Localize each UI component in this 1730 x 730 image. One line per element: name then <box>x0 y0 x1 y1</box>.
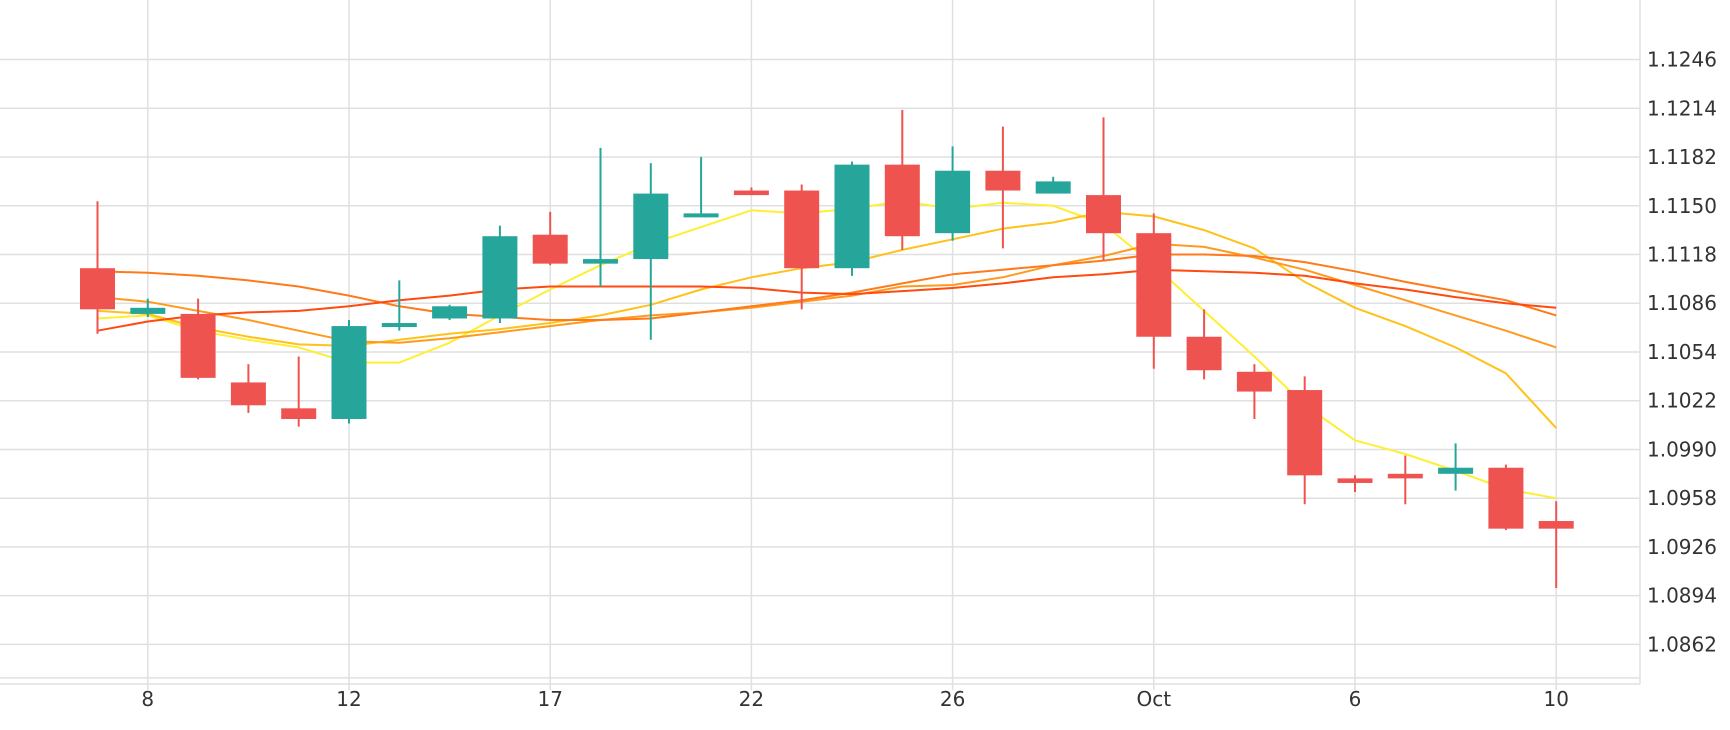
y-tick-label: 1.1086 <box>1647 291 1717 315</box>
candle <box>532 211 568 266</box>
candle-body <box>834 164 870 269</box>
candle-body <box>482 236 518 319</box>
y-tick-label: 1.1054 <box>1647 340 1717 364</box>
candle-body <box>633 193 669 260</box>
moving-average-line <box>97 253 1557 321</box>
y-tick-label: 1.1246 <box>1647 48 1717 72</box>
x-tick-label: Oct <box>1137 687 1172 711</box>
candle <box>583 147 618 287</box>
x-axis-ticks: 8 12 17 22 26 Oct 6 10 <box>141 684 1569 711</box>
candle <box>281 356 317 427</box>
candle <box>1236 364 1272 419</box>
candle <box>1337 475 1373 493</box>
candle <box>784 184 820 310</box>
y-tick-label: 1.1118 <box>1647 243 1717 267</box>
candle <box>834 161 870 276</box>
candle-body <box>1438 467 1474 474</box>
moving-average-line <box>97 200 1557 500</box>
candle <box>180 298 216 380</box>
candle-body <box>1538 521 1574 529</box>
moving-average-line <box>97 268 1557 332</box>
candle <box>1538 501 1574 589</box>
candle <box>733 187 769 196</box>
grid-lines <box>0 0 1641 685</box>
y-tick-label: 1.1182 <box>1647 145 1717 169</box>
candle-body <box>1035 181 1071 194</box>
candle-body <box>130 307 166 314</box>
y-tick-label: 1.0926 <box>1647 535 1717 559</box>
candle <box>985 126 1021 249</box>
x-tick-label: 6 <box>1349 687 1362 711</box>
candle-body <box>230 382 266 406</box>
candle-body <box>1287 390 1323 476</box>
x-tick-label: 26 <box>940 687 965 711</box>
x-tick-label: 8 <box>141 687 154 711</box>
candle <box>482 225 518 324</box>
candle-body <box>1236 371 1272 392</box>
y-axis-ticks: 1.1246 1.1214 1.1182 1.1150 1.1118 1.1086 1.10… <box>1647 48 1717 657</box>
candle-body <box>432 306 468 319</box>
x-tick-label: 12 <box>336 687 361 711</box>
y-tick-label: 1.0958 <box>1647 486 1717 510</box>
candle-body <box>80 268 115 310</box>
candle-body <box>532 234 568 264</box>
candle <box>935 146 971 241</box>
candle-body <box>1086 195 1121 234</box>
candle-body <box>381 323 417 328</box>
candle <box>683 157 719 218</box>
y-tick-label: 1.0990 <box>1647 437 1717 461</box>
candle <box>1387 455 1423 505</box>
candle-body <box>1337 478 1373 483</box>
candle-body <box>985 170 1021 191</box>
candle <box>1488 464 1524 531</box>
candle <box>884 109 920 250</box>
moving-average-line <box>97 210 1557 429</box>
candle <box>80 201 115 334</box>
x-tick-label: 17 <box>537 687 562 711</box>
candle <box>1438 443 1474 491</box>
candle <box>1136 213 1172 369</box>
y-tick-label: 1.1150 <box>1647 194 1717 218</box>
y-tick-label: 1.0894 <box>1647 584 1717 608</box>
candle <box>1035 176 1071 194</box>
candle <box>1287 376 1323 505</box>
candle <box>381 280 417 331</box>
candle-body <box>180 313 216 378</box>
candle <box>1086 117 1121 261</box>
candles <box>80 109 1574 589</box>
candle-body <box>331 326 367 419</box>
candle <box>633 163 669 340</box>
candle-body <box>1136 233 1172 337</box>
candle-body <box>884 164 920 237</box>
candle-body <box>733 190 769 196</box>
y-tick-label: 1.1214 <box>1647 96 1717 120</box>
candle <box>130 298 166 317</box>
x-tick-label: 22 <box>739 687 764 711</box>
y-tick-label: 1.0862 <box>1647 632 1717 656</box>
candle <box>1186 309 1222 380</box>
candle-body <box>683 213 719 218</box>
candle <box>432 304 468 320</box>
candle-body <box>281 408 317 419</box>
moving-average-lines <box>97 200 1557 500</box>
candle <box>230 364 266 413</box>
candle-body <box>1387 473 1423 479</box>
candle-body <box>935 170 971 234</box>
x-tick-label: 10 <box>1543 687 1568 711</box>
candle <box>331 319 367 424</box>
candle-body <box>1186 336 1222 371</box>
candle-body <box>784 190 820 269</box>
y-tick-label: 1.1022 <box>1647 389 1717 413</box>
candle-body <box>1488 467 1524 529</box>
candle-body <box>583 259 618 264</box>
